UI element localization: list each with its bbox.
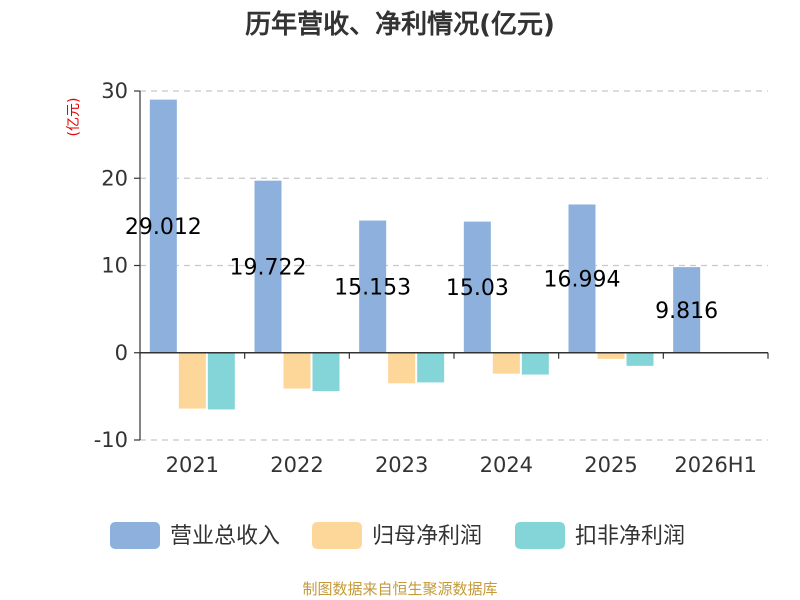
y-tick-label: 0 xyxy=(115,341,128,365)
x-tick-label: 2022 xyxy=(270,453,323,477)
legend-swatch xyxy=(515,522,565,549)
bar-1-2024 xyxy=(463,221,491,353)
data-label: 29.012 xyxy=(125,215,202,240)
legend-label: 归母净利润 xyxy=(372,524,482,549)
data-label: 15.03 xyxy=(446,276,509,301)
x-tick-label: 2026H1 xyxy=(674,453,757,477)
bar-2-2024 xyxy=(492,352,520,374)
y-tick-label: 10 xyxy=(101,254,128,278)
legend-item-3[interactable]: 扣非净利润 xyxy=(515,522,685,549)
bar-3-2022 xyxy=(312,352,340,392)
legend: 营业总收入 归母净利润 扣非净利润 xyxy=(110,522,685,549)
gridlines xyxy=(140,90,768,441)
bar-1-2026H1 xyxy=(673,267,701,353)
bar-1-2022 xyxy=(254,180,282,353)
x-tick-label: 2021 xyxy=(166,453,219,477)
legend-label: 营业总收入 xyxy=(170,524,280,549)
data-labels: 29.012 19.722 15.153 15.03 16.994 9.816 xyxy=(125,215,718,324)
bar-3-2025 xyxy=(626,352,654,366)
bar-2-2025 xyxy=(597,352,625,359)
legend-label: 扣非净利润 xyxy=(575,524,685,549)
y-axis-label: (亿元) xyxy=(66,98,82,137)
axes: -10 0 10 20 30 2021 2022 2023 2024 2025 2026H1 xyxy=(94,79,769,477)
bar-1-2023 xyxy=(359,220,387,353)
x-tick-label: 2024 xyxy=(480,453,533,477)
bar-1-2025 xyxy=(568,204,596,353)
bar-3-2023 xyxy=(417,352,445,383)
y-tick-label: 20 xyxy=(101,166,128,190)
x-tick-label: 2025 xyxy=(584,453,637,477)
bar-3-2021 xyxy=(207,352,235,410)
bar-3-2024 xyxy=(521,352,549,375)
data-label: 16.994 xyxy=(544,268,621,293)
y-tick-label: -10 xyxy=(94,428,128,452)
bar-2-2023 xyxy=(388,352,416,384)
source-note: 制图数据来自恒生聚源数据库 xyxy=(302,580,497,598)
legend-swatch xyxy=(312,522,362,549)
legend-item-1[interactable]: 营业总收入 xyxy=(110,522,280,549)
bar-2-2022 xyxy=(283,352,311,389)
y-tick-label: 30 xyxy=(101,79,128,103)
bars xyxy=(149,99,759,410)
legend-swatch xyxy=(110,522,160,549)
x-tick-label: 2023 xyxy=(375,453,428,477)
bar-2-2021 xyxy=(178,352,206,409)
data-label: 9.816 xyxy=(655,299,718,324)
data-label: 19.722 xyxy=(230,256,307,281)
bar-1-2021 xyxy=(149,99,177,353)
data-label: 15.153 xyxy=(334,276,411,301)
chart-title: 历年营收、净利情况(亿元) xyxy=(245,9,555,40)
legend-item-2[interactable]: 归母净利润 xyxy=(312,522,482,549)
